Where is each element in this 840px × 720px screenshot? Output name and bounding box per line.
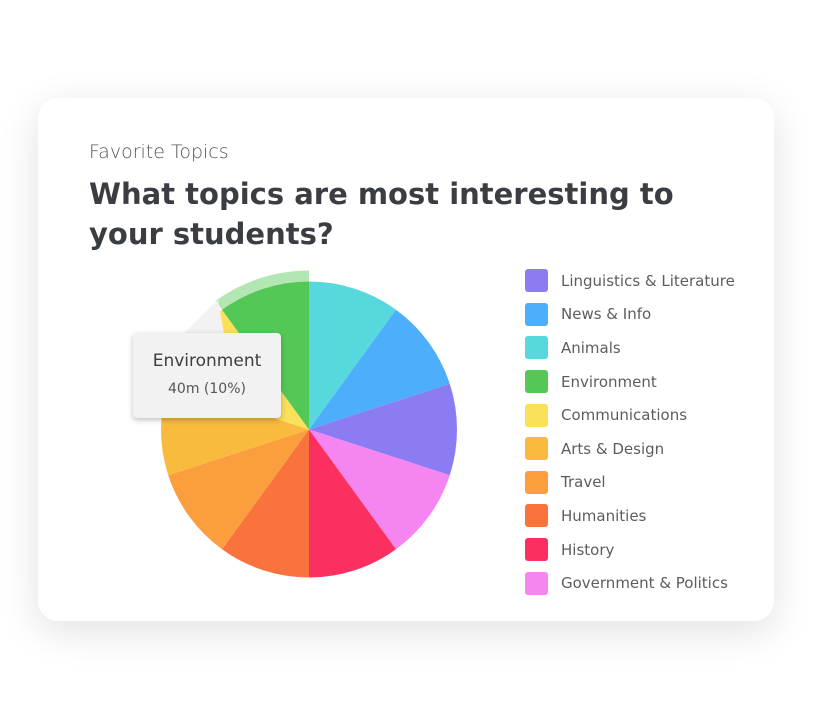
legend-label: Government & Politics	[561, 574, 728, 593]
legend-swatch	[525, 504, 548, 528]
legend-item[interactable]: Government & Politics	[525, 566, 735, 600]
legend-label: Linguistics & Literature	[561, 271, 735, 290]
legend-item[interactable]: Environment	[525, 365, 735, 399]
legend-item[interactable]: Animals	[525, 331, 735, 365]
tooltip-label: Environment	[152, 351, 262, 371]
card-subtitle: Favorite Topics	[89, 141, 229, 163]
card-title: What topics are most interesting to your…	[89, 177, 674, 251]
legend-swatch	[525, 571, 548, 595]
legend-label: News & Info	[561, 305, 652, 324]
legend-label: Arts & Design	[561, 439, 665, 458]
legend-swatch	[525, 437, 548, 461]
legend-item[interactable]: Communications	[525, 398, 735, 432]
pie-slice-animals[interactable]	[309, 281, 396, 430]
pie-slice-humanities[interactable]	[222, 429, 309, 578]
pie-slice-highlight	[215, 270, 309, 310]
legend-swatch	[525, 370, 548, 394]
legend-item[interactable]: History	[525, 533, 735, 567]
legend-label: Animals	[561, 338, 621, 357]
pie-slice-linguistics-literature[interactable]	[309, 383, 457, 476]
pie-slice-travel[interactable]	[168, 429, 309, 550]
legend-swatch	[525, 269, 548, 293]
legend-swatch	[525, 470, 548, 494]
legend-label: Humanities	[561, 506, 647, 525]
legend-item[interactable]: Linguistics & Literature	[525, 264, 735, 298]
tooltip: Environment 40m (10%)	[133, 333, 281, 418]
legend-label: History	[561, 540, 615, 559]
legend-label: Communications	[561, 406, 688, 425]
legend-label: Environment	[561, 372, 657, 391]
tooltip-pointer	[183, 300, 224, 334]
tooltip-value: 40m (10%)	[168, 381, 246, 397]
legend-item[interactable]: Arts & Design	[525, 432, 735, 466]
legend-item[interactable]: News & Info	[525, 298, 735, 332]
legend-swatch	[525, 336, 548, 360]
legend-label: Travel	[561, 473, 606, 492]
legend-item[interactable]: Travel	[525, 466, 735, 500]
legend-swatch	[525, 302, 548, 326]
pie-slice-history[interactable]	[309, 429, 396, 578]
legend-item[interactable]: Humanities	[525, 499, 735, 533]
pie-slice-news-info[interactable]	[309, 309, 450, 430]
pie-slice-government-politics[interactable]	[309, 429, 450, 550]
legend-swatch	[525, 538, 548, 562]
legend: Linguistics & Literature News & Info Anima…	[525, 264, 735, 600]
legend-swatch	[525, 403, 548, 427]
